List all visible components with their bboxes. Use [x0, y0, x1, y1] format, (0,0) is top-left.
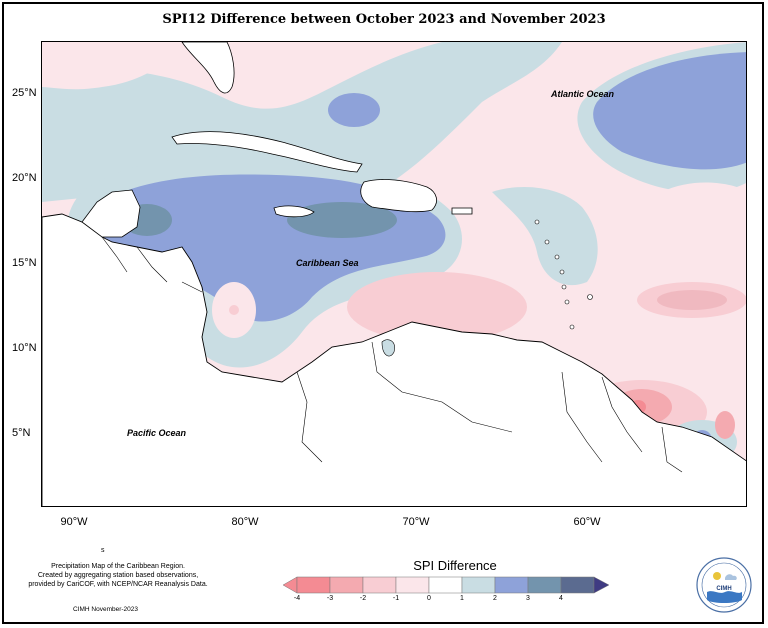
logo-ring: [696, 557, 752, 613]
credit-line-3: provided by CariCOF, with NCEP/NCAR Rean…: [28, 581, 208, 588]
lake-maracaibo: [381, 339, 395, 357]
lon-label-70w: 70°W: [402, 516, 430, 528]
credit-date: CIMH November-2023: [73, 606, 139, 613]
mainland-landmass: [42, 213, 746, 506]
map-title: SPI12 Difference between October 2023 an…: [162, 12, 606, 27]
legend-colorbar: [283, 576, 610, 594]
credit-line-2: Created by aggregating station based obs…: [37, 572, 199, 579]
legend-arrow-left: [283, 576, 298, 594]
spi-difference-map: [42, 42, 746, 506]
legend-tick-3: 3: [526, 595, 530, 602]
puerto-rico-landmass: [451, 207, 473, 215]
logo-water: [707, 591, 742, 603]
label-caribbean-sea: Caribbean Sea: [296, 258, 359, 268]
pink-region-south-caribbean: [347, 272, 527, 342]
lon-label-60w: 60°W: [573, 516, 601, 528]
legend-tick-neg2: -2: [359, 595, 367, 602]
logo-sun: [713, 572, 721, 580]
cuba-landmass: [171, 131, 363, 173]
lat-label-15n: 15°N: [12, 257, 37, 269]
legend-swatch-2: [329, 576, 364, 594]
legend-swatch-6: [461, 576, 496, 594]
legend-tick-neg3: -3: [326, 595, 334, 602]
credit-line-1: Precipitation Map of the Caribbean Regio…: [51, 563, 185, 570]
florida-landmass: [181, 42, 235, 94]
credits-block: Precipitation Map of the Caribbean Regio…: [18, 562, 218, 589]
legend-swatch-4: [395, 576, 430, 594]
dark-blue-core-hispaniola: [287, 202, 397, 238]
pink-core-atlantic-east: [657, 290, 727, 310]
map-panel: [41, 41, 747, 507]
pink-spot-core: [229, 305, 239, 315]
pink-spot-amapa: [715, 411, 735, 439]
credit-mark: s: [101, 547, 105, 554]
legend-swatch-3: [362, 576, 397, 594]
lon-label-90w: 90°W: [60, 516, 88, 528]
legend-swatch-8: [527, 576, 562, 594]
legend-tick-4: 4: [559, 595, 563, 602]
country-borders: [101, 236, 683, 473]
legend-arrow-right: [593, 576, 610, 594]
lat-label-25n: 25°N: [12, 87, 37, 99]
lat-label-20n: 20°N: [12, 172, 37, 184]
lat-label-5n: 5°N: [12, 427, 31, 439]
legend-swatch-1: [296, 576, 331, 594]
logo-text: CIMH: [716, 586, 731, 592]
lon-label-80w: 80°W: [231, 516, 259, 528]
light-blue-region-antilles: [492, 187, 598, 286]
hispaniola-landmass: [360, 179, 437, 213]
label-atlantic-ocean: Atlantic Ocean: [551, 89, 615, 99]
blue-region-atlantic: [593, 52, 746, 170]
legend-tick-neg1: -1: [392, 595, 400, 602]
jamaica-landmass: [273, 205, 315, 218]
legend-tick-2: 2: [493, 595, 497, 602]
legend-tick-neg4: -4: [293, 595, 301, 602]
legend-tick-0: 0: [427, 595, 431, 602]
logo-inner-ring: [701, 562, 747, 608]
pink-region-gulf: [42, 42, 182, 90]
logo-cloud: [725, 574, 737, 580]
legend-swatch-9: [560, 576, 595, 594]
legend-title: SPI Difference: [413, 558, 497, 573]
yucatan-landmass: [81, 189, 141, 238]
legend-swatch-7: [494, 576, 529, 594]
lat-label-10n: 10°N: [12, 342, 37, 354]
pink-region-florida: [257, 42, 372, 88]
lesser-antilles-islands: [534, 219, 593, 330]
label-pacific-ocean: Pacific Ocean: [127, 428, 187, 438]
legend-tick-1: 1: [460, 595, 464, 602]
legend-swatch-5: [428, 576, 463, 594]
cimh-logo-icon: CIMH: [696, 557, 752, 613]
blue-blob-bahamas: [328, 93, 380, 127]
